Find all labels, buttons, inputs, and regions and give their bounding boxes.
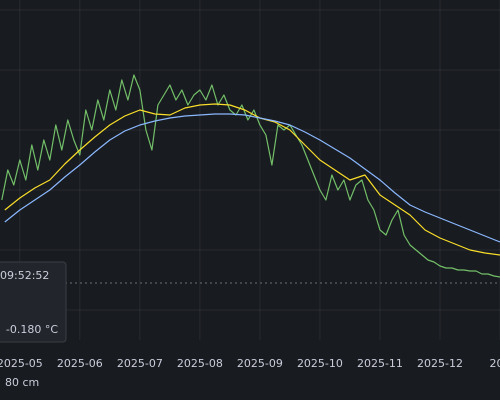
series-line <box>4 103 500 256</box>
x-tick-label: 2025-09 <box>237 357 283 370</box>
tooltip: 09:52:52 -0.180 °C <box>0 261 67 343</box>
x-tick-label: 2025-08 <box>177 357 223 370</box>
tooltip-value: -0.180 °C <box>6 323 58 336</box>
grid <box>0 0 500 340</box>
x-tick-label: 2025-10 <box>297 357 343 370</box>
x-tick-label: 2025-05 <box>0 357 43 370</box>
x-tick-label: 2025-11 <box>357 357 403 370</box>
x-tick-label: 2025-06 <box>57 357 103 370</box>
x-tick-label: 202 <box>490 357 500 370</box>
lines <box>1 74 500 278</box>
series-line <box>4 113 500 243</box>
tooltip-time: 09:52:52 <box>0 269 49 282</box>
x-tick-label: 2025-12 <box>417 357 463 370</box>
x-tick-label: 2025-07 <box>117 357 163 370</box>
tooltip-box <box>0 261 67 343</box>
legend-label: 80 cm <box>5 376 39 389</box>
series-line <box>1 74 500 278</box>
